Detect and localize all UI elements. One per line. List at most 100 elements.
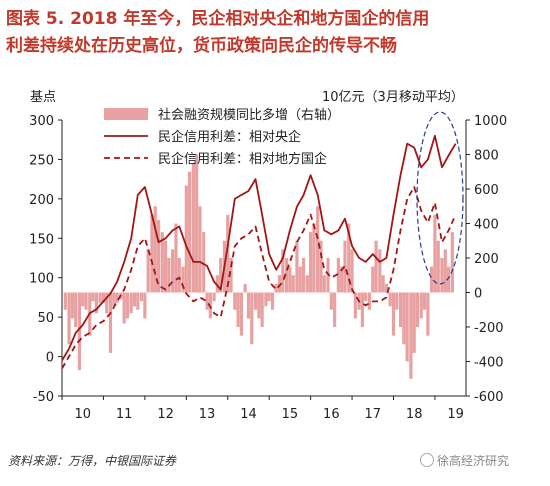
- bar: [91, 292, 95, 302]
- title-line-1: 图表 5. 2018 年至今，民企相对央企和地方国企的信用: [6, 9, 430, 29]
- x-tick-label: 19: [447, 407, 464, 422]
- x-tick-label: 18: [406, 407, 423, 422]
- bar: [398, 292, 403, 327]
- bar: [298, 266, 302, 293]
- bar: [219, 258, 223, 293]
- chart-svg: 基点 10亿元（3月移动平均） -50050100150200250300-60…: [29, 90, 507, 422]
- x-tick-label: 13: [199, 407, 216, 422]
- bar: [405, 292, 409, 362]
- bar: [226, 214, 230, 293]
- bar: [277, 275, 282, 293]
- right-tick-label: 800: [474, 149, 499, 164]
- left-tick-label: -50: [33, 390, 54, 405]
- bar: [153, 206, 157, 293]
- bar: [440, 258, 444, 293]
- bar: [167, 258, 171, 293]
- bar: [70, 292, 74, 319]
- bar: [360, 292, 364, 327]
- chart-title: 图表 5. 2018 年至今，民企相对央企和地方国企的信用 利差持续处在历史高位…: [6, 6, 546, 60]
- line-series: [61, 134, 457, 369]
- bar: [322, 275, 326, 293]
- x-tick-label: 15: [282, 407, 299, 422]
- bar: [177, 258, 181, 293]
- bar: [288, 266, 292, 293]
- bar: [257, 292, 261, 319]
- bar: [98, 292, 102, 303]
- bar: [395, 292, 399, 310]
- bar: [381, 275, 385, 293]
- bar: [422, 292, 427, 310]
- legend-swatch-bar: [104, 108, 148, 120]
- right-tick-label: 200: [474, 252, 499, 267]
- bar: [229, 258, 233, 293]
- left-tick-label: 250: [29, 153, 54, 168]
- bar: [281, 249, 285, 293]
- bar: [112, 292, 116, 307]
- bar: [184, 185, 188, 293]
- bar: [333, 292, 337, 327]
- bar: [253, 292, 258, 310]
- bar: [291, 275, 295, 293]
- bar: [188, 171, 192, 293]
- title-line-2: 利差持续处在历史高位，货币政策向民企的传导不畅: [6, 36, 397, 56]
- watermark-text: 徐高经济研究: [437, 454, 510, 468]
- bar: [198, 206, 202, 293]
- legend-label: 民企信用利差：相对央企: [158, 129, 301, 145]
- bar: [101, 292, 106, 303]
- bar: [309, 232, 313, 293]
- bar: [364, 292, 368, 302]
- bar-series: [63, 154, 454, 379]
- bar: [353, 292, 357, 319]
- bar: [450, 232, 454, 293]
- bar: [139, 292, 144, 302]
- bar: [105, 292, 109, 314]
- bar: [129, 292, 133, 314]
- watermark: 徐高经济研究: [420, 452, 509, 469]
- source-note: 资料来源：万得，中银国际证券: [8, 454, 177, 468]
- bar: [236, 292, 240, 327]
- bar: [233, 292, 237, 310]
- x-tick-label: 11: [116, 407, 133, 422]
- bar: [84, 292, 88, 310]
- bar: [264, 292, 268, 307]
- right-tick-label: 400: [474, 218, 499, 233]
- bar: [160, 232, 164, 293]
- bar: [174, 223, 178, 293]
- bar: [384, 283, 389, 293]
- left-tick-label: 200: [29, 193, 54, 208]
- bar: [388, 292, 392, 307]
- bar: [343, 240, 347, 293]
- left-tick-label: 100: [29, 272, 54, 287]
- x-tick-label: 16: [323, 407, 340, 422]
- bar: [250, 292, 254, 345]
- right-tick-label: -600: [474, 390, 504, 405]
- bar: [347, 223, 351, 293]
- bar: [171, 249, 175, 293]
- axes: -50 0 50 100 150 200 250 300 -600 -400 -200 0 200 400…: [29, 114, 507, 422]
- bar: [409, 292, 413, 379]
- bar: [274, 283, 278, 293]
- bar: [305, 275, 309, 293]
- bar: [212, 292, 216, 302]
- x-tick-label: 12: [157, 407, 174, 422]
- bar: [136, 292, 140, 310]
- bar: [81, 292, 85, 307]
- bar: [195, 154, 199, 293]
- bar: [67, 292, 71, 345]
- bar: [284, 258, 289, 293]
- bar: [156, 220, 161, 293]
- bar: [239, 292, 244, 336]
- bar: [350, 249, 354, 293]
- right-tick-label: -400: [474, 356, 504, 371]
- bar: [371, 266, 375, 293]
- bar: [243, 283, 247, 293]
- bar: [295, 240, 299, 293]
- bar: [270, 292, 275, 310]
- legend-label: 社会融资规模同比多增（右轴）: [158, 107, 340, 123]
- bar: [267, 292, 271, 302]
- bar: [433, 214, 437, 293]
- right-tick-label: -200: [474, 321, 504, 336]
- bar: [301, 258, 306, 293]
- bar: [143, 292, 147, 319]
